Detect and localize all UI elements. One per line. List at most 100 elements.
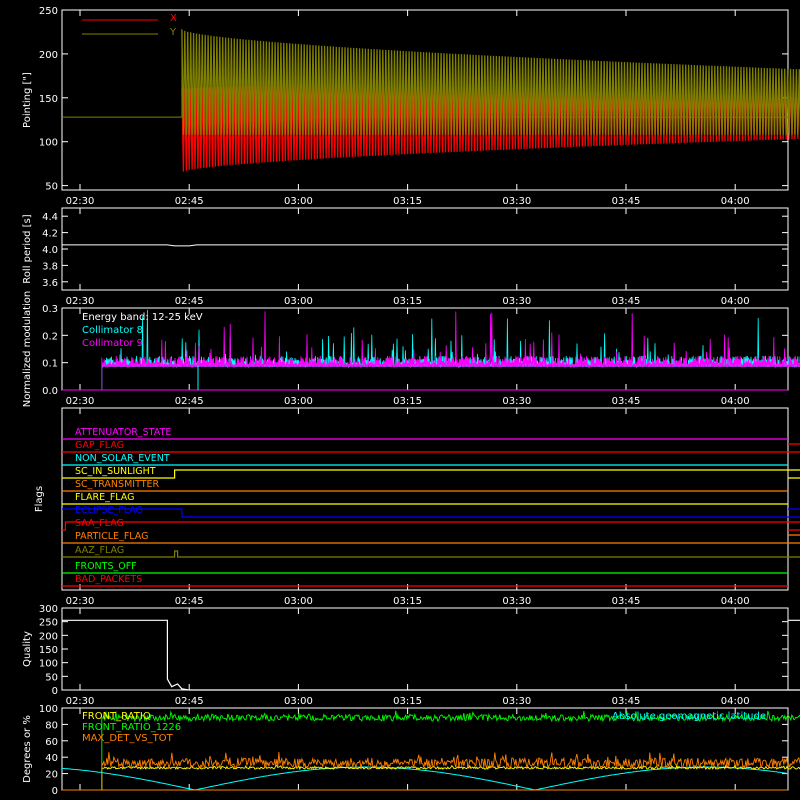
modulation-annotation: Energy band: 12-25 keV xyxy=(82,312,203,323)
flag-label-fronts-off: FRONTS_OFF xyxy=(75,561,137,572)
y-tick-label: 200 xyxy=(39,631,58,642)
y-tick-label: 0.3 xyxy=(42,304,58,315)
x-tick-label: 02:45 xyxy=(175,596,204,607)
y-tick-label: 4.0 xyxy=(42,245,58,256)
y-axis-label: Flags xyxy=(34,486,45,512)
panel-pointing: 02:30 02:45 03:00 03:15 03:30 03:45 04:00 50 100… xyxy=(22,6,800,207)
flag-line-saa-flag xyxy=(62,521,800,531)
flag-line-particle-flag xyxy=(62,534,800,544)
series-front-ratio-1226 xyxy=(101,710,800,790)
y-tick-label: 150 xyxy=(39,645,58,656)
legend-label-x: X xyxy=(170,13,177,24)
legend-label-y: Y xyxy=(169,27,177,38)
series-front-ratio xyxy=(101,763,800,790)
y-tick-label: 3.6 xyxy=(42,278,58,289)
y-tick-label: 50 xyxy=(45,182,58,193)
x-tick-label: 03:00 xyxy=(284,196,313,207)
series-collimator-8 xyxy=(101,309,800,390)
x-tick-label: 02:30 xyxy=(66,596,95,607)
x-tick-label: 03:15 xyxy=(393,696,422,707)
y-tick-label: 0.1 xyxy=(42,359,58,370)
y-tick-label: 100 xyxy=(39,138,58,149)
panel-flags-frame xyxy=(61,407,789,591)
y-tick-label: 0.2 xyxy=(42,331,58,342)
series-collimator-9 xyxy=(101,311,800,390)
panel-flags: 02:30 02:45 03:00 03:15 03:30 03:45 04:00 Flags… xyxy=(34,407,800,607)
y-tick-label: 0.0 xyxy=(42,386,58,397)
y-axis-label: Roll period [s] xyxy=(22,214,33,283)
y-axis-label: Quality xyxy=(22,631,33,667)
flag-label-gap-flag: GAP_FLAG xyxy=(75,440,124,451)
y-tick-label: 40 xyxy=(45,753,58,764)
series-y xyxy=(181,29,800,135)
x-tick-label: 04:00 xyxy=(721,396,750,407)
x-tick-label: 04:00 xyxy=(721,196,750,207)
y-tick-label: 200 xyxy=(39,50,58,61)
flag-label-particle-flag: PARTICLE_FLAG xyxy=(75,531,148,542)
x-tick-label: 02:30 xyxy=(66,196,95,207)
y-axis-label: Normalized modulation xyxy=(22,291,33,408)
x-tick-label: 03:00 xyxy=(284,296,313,307)
x-tick-label: 03:15 xyxy=(393,396,422,407)
quality-line xyxy=(62,619,800,691)
flag-label-eclipse-flag: ECLIPSE_FLAG xyxy=(75,505,143,516)
panel-quality-frame xyxy=(61,607,789,691)
x-tick-label: 03:00 xyxy=(284,696,313,707)
y-axis-label: Degrees or % xyxy=(22,715,33,783)
y-tick-label: 150 xyxy=(39,94,58,105)
x-tick-label: 03:15 xyxy=(393,196,422,207)
panel-modulation: 02:30 02:45 03:00 03:15 03:30 03:45 04:00 0.0 0.… xyxy=(22,291,800,408)
x-tick-label: 02:45 xyxy=(175,696,204,707)
y-tick-label: 300 xyxy=(39,604,58,615)
y-tick-label: 50 xyxy=(45,672,58,683)
series-max-det-vs-tot xyxy=(101,752,800,790)
y-tick-label: 0 xyxy=(52,786,58,797)
x-tick-label: 03:15 xyxy=(393,596,422,607)
flag-label-sc-transmitter: SC_TRANSMITTER xyxy=(75,479,160,490)
x-tick-label: 04:00 xyxy=(721,596,750,607)
y-tick-label: 100 xyxy=(39,704,58,715)
x-tick-label: 04:00 xyxy=(721,696,750,707)
y-tick-label: 80 xyxy=(45,720,58,731)
x-tick-label: 03:00 xyxy=(284,596,313,607)
legend-label-max-det-vs-tot: MAX_DET_VS_TOT xyxy=(82,733,174,744)
legend-label-front-ratio: FRONT_RATIO xyxy=(82,711,151,722)
y-tick-label: 3.8 xyxy=(42,261,58,272)
legend-label-geomagnetic-latitude: Absolute geomagnetic latitude xyxy=(612,711,766,722)
legend-label-front-ratio-1226: FRONT_RATIO_1226 xyxy=(82,722,181,733)
x-tick-label: 03:30 xyxy=(502,696,531,707)
x-tick-label: 03:00 xyxy=(284,396,313,407)
y-tick-label: 0 xyxy=(52,686,58,697)
flag-label-sc-in-sunlight: SC_IN_SUNLIGHT xyxy=(75,466,156,477)
y-tick-label: 250 xyxy=(39,618,58,629)
x-tick-label: 02:30 xyxy=(66,696,95,707)
flag-line-gap-flag xyxy=(62,443,800,453)
y-tick-label: 20 xyxy=(45,770,58,781)
x-tick-label: 04:00 xyxy=(721,296,750,307)
x-tick-label: 02:30 xyxy=(66,296,95,307)
y-tick-label: 60 xyxy=(45,737,58,748)
flag-line-sc-in-sunlight xyxy=(62,469,800,479)
x-tick-label: 02:45 xyxy=(175,196,204,207)
x-tick-label: 03:30 xyxy=(502,196,531,207)
x-tick-label: 03:45 xyxy=(612,396,641,407)
y-tick-label: 4.2 xyxy=(42,229,58,240)
x-tick-label: 03:15 xyxy=(393,296,422,307)
x-tick-label: 03:30 xyxy=(502,396,531,407)
series-geomagnetic-latitude xyxy=(61,766,789,791)
flag-line-aaz-flag xyxy=(62,550,800,558)
flag-label-aaz-flag: AAZ_FLAG xyxy=(75,545,124,556)
x-tick-label: 03:30 xyxy=(502,296,531,307)
flag-label-bad-packets: BAD_PACKETS xyxy=(75,574,142,585)
x-tick-label: 03:45 xyxy=(612,696,641,707)
x-tick-label: 03:45 xyxy=(612,596,641,607)
y-tick-label: 250 xyxy=(39,6,58,17)
flag-label-flare-flag: FLARE_FLAG xyxy=(75,492,135,503)
panel-quality: 02:30 02:45 03:00 03:15 03:30 03:45 04:00 0 50 10… xyxy=(22,604,800,707)
x-tick-label: 03:30 xyxy=(502,596,531,607)
x-tick-label: 02:45 xyxy=(175,396,204,407)
y-tick-label: 4.4 xyxy=(42,212,58,223)
y-axis-label: Pointing ["] xyxy=(22,72,33,128)
flag-label-attenuator-state: ATTENUATOR_STATE xyxy=(75,427,171,438)
